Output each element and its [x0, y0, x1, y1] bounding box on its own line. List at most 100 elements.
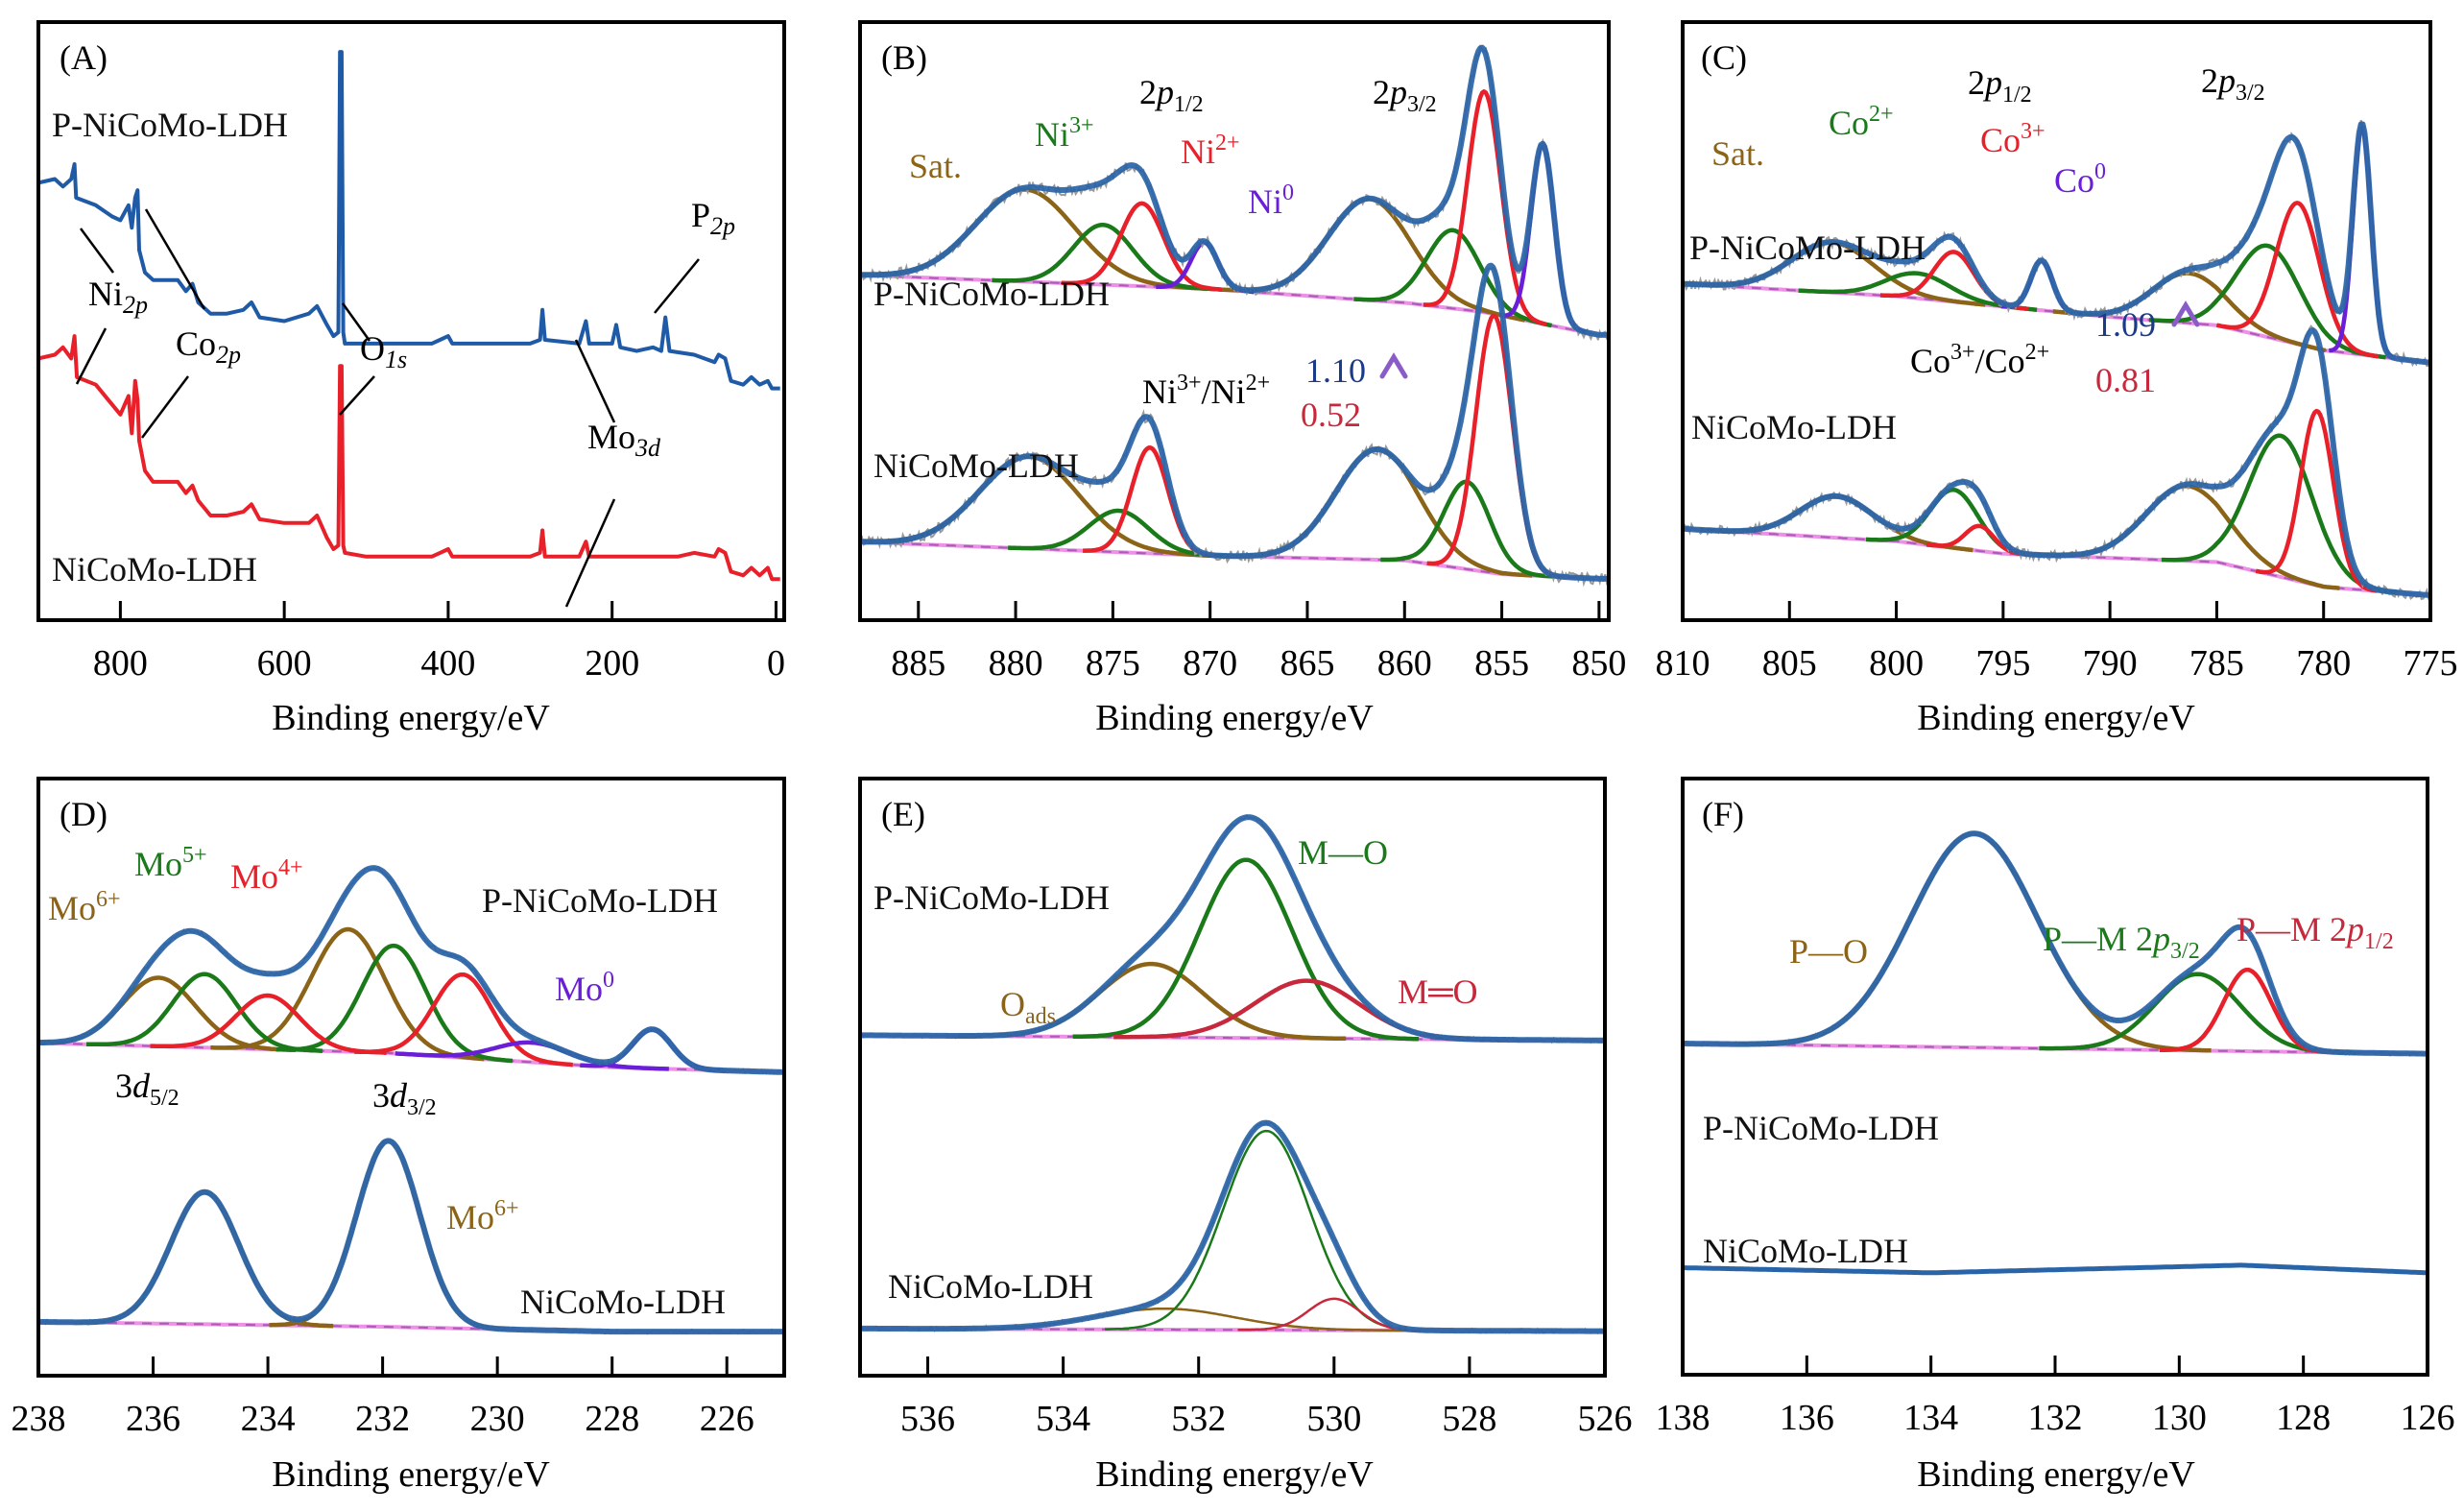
ratio-before-ni: 0.52: [1301, 396, 1361, 434]
component-co2--nicomo-ldh: [1865, 487, 2044, 558]
component-mo5--p-nicomo-ldh: [85, 972, 323, 1053]
label-co2plus: Co2+: [1829, 102, 1894, 142]
x-tick-label: 226: [700, 1399, 754, 1439]
leader-co2p-top: [144, 208, 206, 310]
label-sat: Sat.: [909, 147, 962, 185]
x-tick-label: 790: [2083, 643, 2138, 684]
envelope-p-nicomo-ldh: [1685, 830, 2426, 1057]
label-p-m-2p32: P—M 2p3/2: [2043, 920, 2200, 964]
component-mo5--p-nicomo-ldh: [275, 943, 514, 1064]
panel-e: 536 534 532 530 528 526 (E) M—O Oads M═O P-Ni…: [858, 777, 1633, 1495]
label-ni2plus: Ni2+: [1181, 131, 1240, 171]
leader-o1s-bottom: [339, 375, 375, 416]
x-tick-label: 534: [1036, 1399, 1090, 1439]
annot-o1s: O1s: [360, 329, 407, 373]
panel-c-xlabel: Binding energy/eV: [1917, 698, 2195, 738]
panel-b-plot: [862, 44, 1607, 588]
label-ni0: Ni0: [1248, 180, 1294, 221]
baseline-nicomo-ldh: [862, 540, 1607, 580]
annot-p2p: P2p: [691, 196, 735, 240]
panel-c: 810 805 800 795 790 785 780 775 (C) 2p1/2 2p3/2…: [1656, 20, 2458, 738]
component-mo6--p-nicomo-ldh: [210, 926, 485, 1062]
label-c-sat: Sat.: [1711, 134, 1764, 173]
panel-e-sample-n: NiCoMo-LDH: [888, 1267, 1093, 1306]
panel-e-xlabel: Binding energy/eV: [1095, 1454, 1374, 1495]
x-tick-label: 236: [126, 1399, 180, 1439]
envelope-nicomo-ldh: [1685, 327, 2428, 598]
label-mo6plus-bottom: Mo6+: [446, 1196, 519, 1236]
envelope-nicomo-ldh: [862, 262, 1607, 582]
orbital-label-3d32: 3d3/2: [372, 1076, 437, 1120]
panel-a-sample-n: NiCoMo-LDH: [52, 550, 257, 588]
label-mo5plus: Mo5+: [134, 843, 207, 883]
x-tick-label: 600: [257, 643, 312, 684]
x-tick-label: 805: [1762, 643, 1817, 684]
panel-d-frame: [36, 777, 786, 1378]
leader-ni2p-top: [79, 228, 115, 274]
ratio-arrow-ni: [1379, 352, 1408, 451]
annot-mo3d: Mo3d: [587, 418, 661, 462]
panel-f-ticks: 138 136 134 132 130 128 126: [1656, 1356, 2455, 1438]
label-m-double-o: M═O: [1398, 972, 1478, 1011]
panel-a-ticks: 800 600 400 200 0: [93, 601, 785, 684]
x-tick-label: 880: [989, 643, 1043, 684]
x-tick-label: 230: [470, 1399, 525, 1439]
ratio-label-co: Co3+/Co2+: [1910, 340, 2049, 380]
component-mo0-p-nicomo-ldh: [395, 1040, 670, 1071]
component-co2--p-nicomo-ldh: [2148, 243, 2387, 360]
ratio-after-ni: 1.10: [1305, 351, 1366, 390]
annot-ni2p: Ni2p: [88, 275, 148, 319]
envelope-p-nicomo-ldh: [40, 865, 782, 1075]
leader-p2p: [654, 258, 700, 314]
panel-f-frame: [1681, 777, 2429, 1377]
leader-co2p-bottom: [141, 375, 189, 439]
component-ni0-p-nicomo-ldh: [1499, 142, 1587, 335]
panel-a-xlabel: Binding energy/eV: [272, 698, 550, 738]
panel-d-sample-p: P-NiCoMo-LDH: [482, 881, 718, 920]
x-tick-label: 800: [1869, 643, 1924, 684]
panel-e-ticks: 536 534 532 530 528 526: [900, 1356, 1633, 1439]
x-tick-label: 885: [891, 643, 945, 684]
panel-b: 885 880 875 870 865 860 855 850 (B) 2p1/2 2p3/2…: [858, 20, 1626, 738]
panel-d-plot: [40, 865, 782, 1335]
survey-line-nicomo-ldh: [40, 334, 780, 582]
x-tick-label: 526: [1578, 1399, 1633, 1439]
panel-c-label: (C): [1701, 38, 1747, 77]
x-tick-label: 785: [2189, 643, 2244, 684]
panel-b-frame: [858, 20, 1611, 622]
label-mo4plus: Mo4+: [230, 855, 303, 896]
panel-a-annotations: Ni2p Co2p O1s Mo3d P2p: [75, 196, 735, 608]
panel-a-sample-p: P-NiCoMo-LDH: [52, 106, 288, 144]
x-tick-label: 532: [1171, 1399, 1226, 1439]
x-tick-label: 875: [1086, 643, 1140, 684]
component-ni3--p-nicomo-ldh: [1353, 228, 1553, 328]
baseline-nicomo-ldh: [40, 1320, 782, 1333]
panel-e-sample-p: P-NiCoMo-LDH: [873, 878, 1110, 917]
ratio-arrow-co: [2171, 300, 2200, 392]
baseline-p-nicomo-ldh: [1685, 1043, 2426, 1055]
x-tick-label: 138: [1656, 1398, 1710, 1438]
x-tick-label: 136: [1780, 1398, 1834, 1438]
x-tick-label: 775: [2404, 643, 2458, 684]
panel-d-label: (D): [60, 795, 108, 833]
ratio-before-co: 0.81: [2095, 361, 2156, 399]
label-co3plus: Co3+: [1980, 119, 2045, 159]
panel-b-ticks: 885 880 875 870 865 860 855 850: [891, 601, 1626, 684]
orbital-label-c-2p12: 2p1/2: [1968, 63, 2032, 108]
x-tick-label: 232: [355, 1399, 410, 1439]
panel-c-sample-p: P-NiCoMo-LDH: [1689, 228, 1926, 267]
panel-d: 238 236 234 232 230 228 226 (D) Mo6+ Mo5+ Mo4+…: [12, 777, 786, 1495]
annot-co2p: Co2p: [176, 324, 241, 369]
panel-d-xlabel: Binding energy/eV: [272, 1454, 550, 1495]
x-tick-label: 400: [420, 643, 475, 684]
panel-b-sample-p: P-NiCoMo-LDH: [873, 275, 1110, 313]
survey-line-p-nicomo-ldh: [40, 50, 780, 391]
component-ni3--p-nicomo-ldh: [992, 222, 1215, 292]
x-tick-label: 780: [2296, 643, 2351, 684]
x-tick-label: 0: [767, 643, 785, 684]
x-tick-label: 865: [1280, 643, 1334, 684]
label-mo6plus-top: Mo6+: [48, 887, 121, 927]
panel-e-label: (E): [881, 795, 925, 833]
panel-f-xlabel: Binding energy/eV: [1917, 1454, 2195, 1495]
